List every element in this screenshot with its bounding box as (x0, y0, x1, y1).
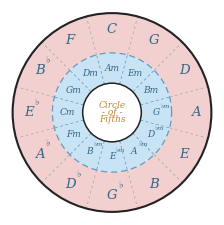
Text: ♭m: ♭m (116, 148, 125, 153)
Text: A: A (191, 106, 200, 119)
Text: ♭m: ♭m (160, 104, 170, 109)
Wedge shape (133, 70, 170, 105)
Wedge shape (120, 55, 154, 92)
Text: Bm: Bm (143, 86, 158, 95)
Text: ♭m: ♭m (94, 142, 103, 147)
Wedge shape (70, 55, 104, 92)
Text: Fifths: Fifths (99, 115, 125, 124)
Text: ♭: ♭ (118, 181, 122, 190)
Wedge shape (86, 170, 138, 212)
Wedge shape (170, 87, 211, 138)
Text: ♭: ♭ (34, 98, 39, 107)
Text: B: B (86, 146, 93, 155)
Text: ♭m: ♭m (154, 126, 164, 131)
Text: G: G (149, 34, 159, 47)
Text: B: B (149, 178, 159, 191)
Wedge shape (54, 120, 91, 155)
Wedge shape (97, 53, 127, 84)
Text: Am: Am (105, 63, 119, 72)
Wedge shape (154, 42, 208, 97)
Wedge shape (42, 155, 97, 209)
Text: Dm: Dm (82, 70, 98, 79)
Text: C: C (107, 22, 117, 36)
Text: ♭: ♭ (45, 56, 50, 65)
Text: ♭: ♭ (45, 140, 50, 148)
Text: F: F (66, 34, 75, 47)
Wedge shape (120, 133, 154, 170)
Text: D: D (65, 178, 75, 191)
Wedge shape (52, 97, 84, 128)
Text: Gm: Gm (66, 86, 81, 95)
Text: - of -: - of - (102, 108, 122, 117)
Wedge shape (54, 70, 91, 105)
Wedge shape (140, 97, 172, 128)
Circle shape (83, 83, 141, 142)
Wedge shape (127, 16, 182, 70)
Text: D: D (179, 64, 190, 77)
Text: B: B (35, 64, 45, 77)
Wedge shape (133, 120, 170, 155)
Text: Em: Em (127, 70, 142, 79)
Text: ♭: ♭ (76, 170, 80, 179)
Text: Fm: Fm (66, 130, 81, 139)
Wedge shape (16, 128, 70, 183)
Wedge shape (42, 16, 97, 70)
Text: E: E (109, 153, 115, 162)
Wedge shape (127, 155, 182, 209)
Text: G: G (107, 189, 117, 202)
Text: Cm: Cm (60, 108, 75, 117)
Text: ♭m: ♭m (138, 142, 147, 147)
Text: A: A (35, 148, 45, 161)
Wedge shape (70, 133, 104, 170)
Wedge shape (13, 87, 54, 138)
Text: E: E (24, 106, 33, 119)
Wedge shape (154, 128, 208, 183)
Wedge shape (86, 13, 138, 55)
Text: D: D (147, 130, 154, 139)
Wedge shape (16, 42, 70, 97)
Wedge shape (97, 141, 127, 172)
Text: E: E (179, 148, 189, 161)
Text: Circle: Circle (98, 101, 126, 110)
Text: A: A (131, 146, 138, 155)
Text: G: G (153, 108, 160, 117)
